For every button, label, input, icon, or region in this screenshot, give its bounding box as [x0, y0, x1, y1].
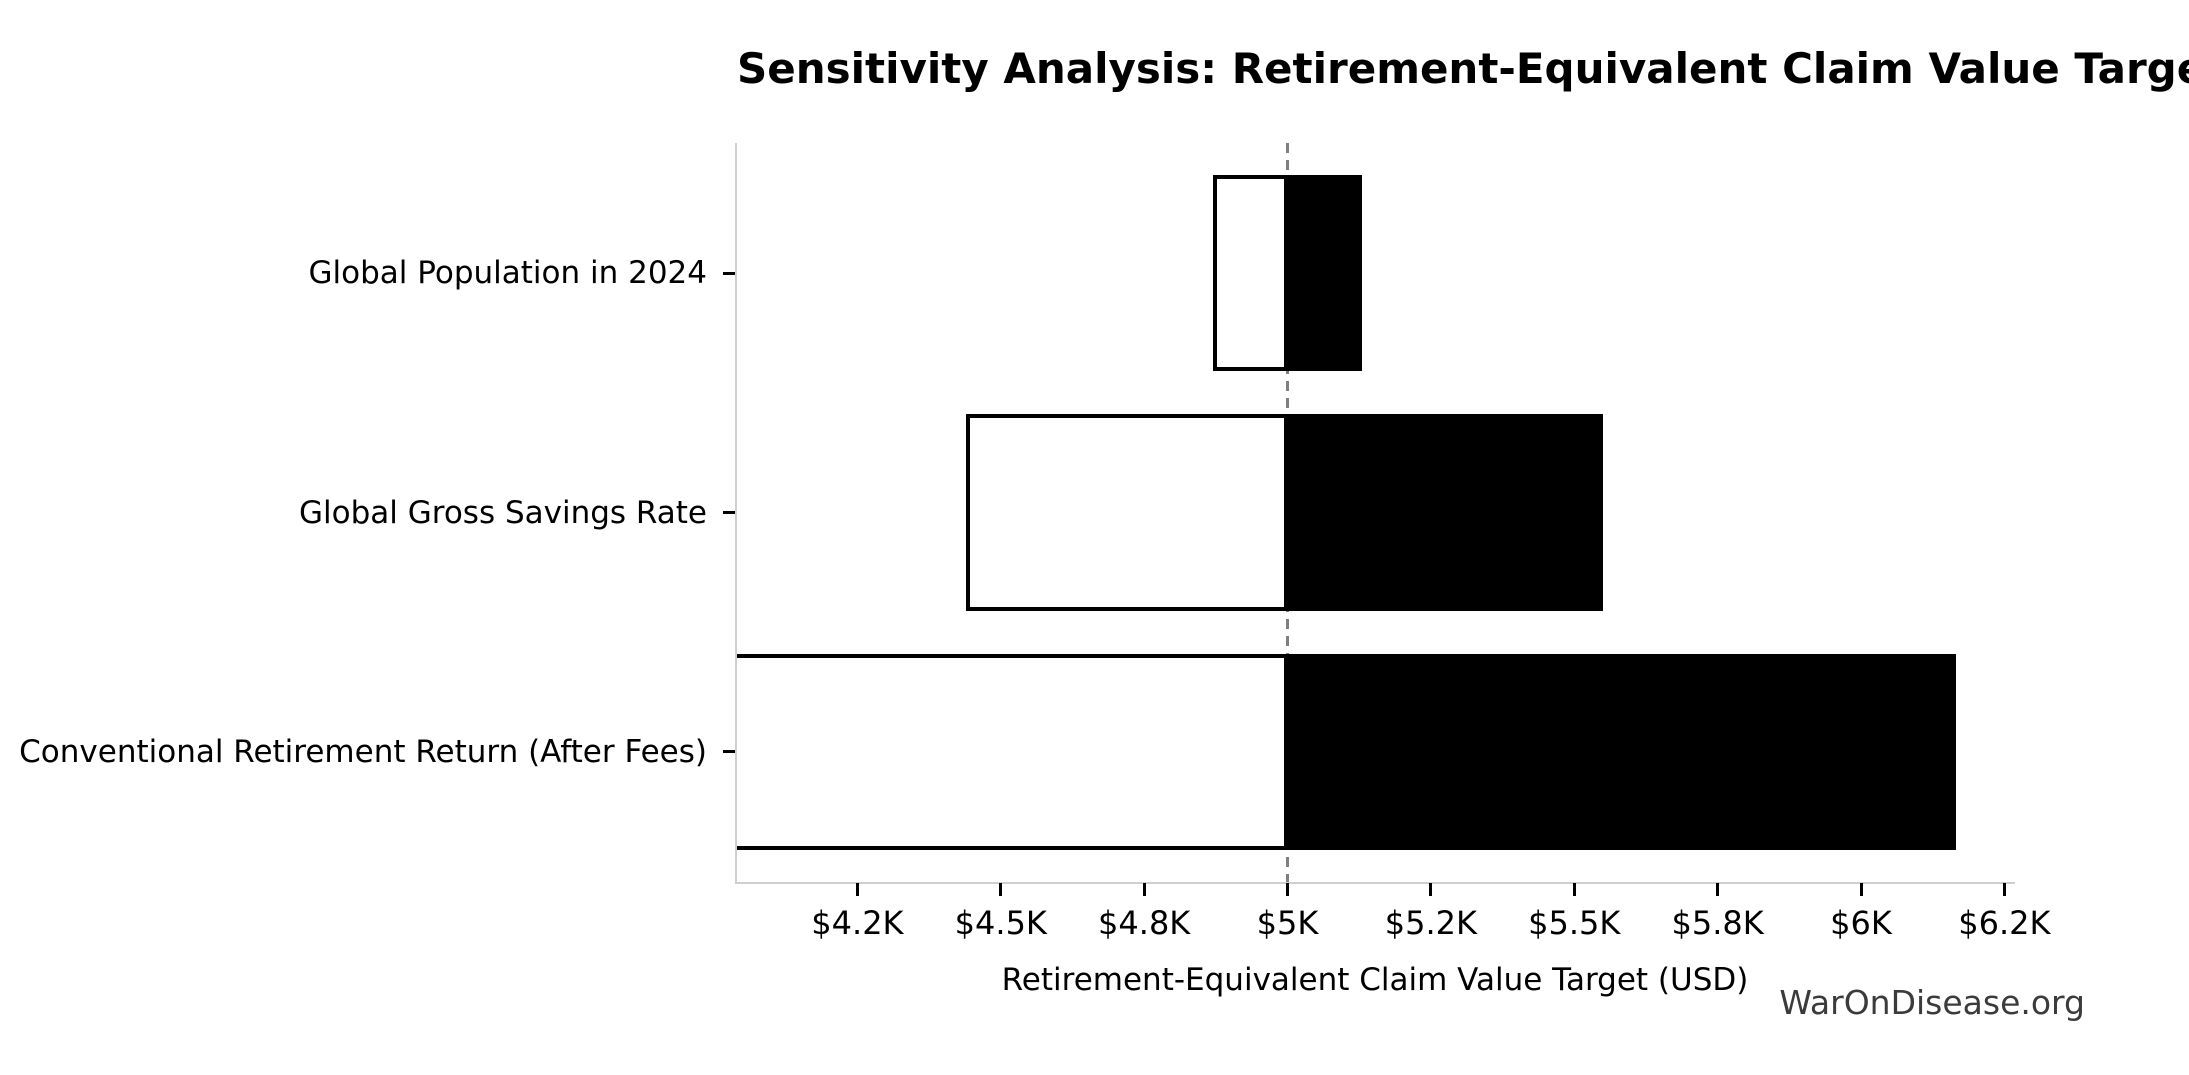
bar-high-segment [1287, 174, 1363, 372]
x-tick-label: $6.2K [1958, 904, 2051, 942]
x-axis-line [735, 882, 2015, 884]
watermark-text: WarOnDisease.org [1779, 983, 2085, 1022]
bar-high-segment [1287, 653, 1956, 851]
x-tick-label: $4.5K [954, 904, 1047, 942]
y-tick-mark [723, 750, 735, 754]
chart-title: Sensitivity Analysis: Retirement-Equival… [737, 44, 2189, 93]
x-tick-label: $5K [1256, 904, 1319, 942]
x-tick-mark [1429, 883, 1433, 896]
x-tick-label: $4.2K [811, 904, 904, 942]
x-tick-label: $5.5K [1528, 904, 1621, 942]
bar-high-segment [1287, 414, 1603, 611]
x-axis-title: Retirement-Equivalent Claim Value Target… [1001, 962, 1749, 998]
bar-low-segment [966, 414, 1288, 611]
x-tick-label: $4.8K [1098, 904, 1191, 942]
x-tick-mark [1286, 883, 1290, 896]
y-axis-category-label: Global Population in 2024 [308, 255, 707, 292]
x-tick-mark [999, 883, 1003, 896]
y-axis-line [735, 143, 737, 882]
bar-low-segment [1212, 174, 1288, 372]
x-tick-label: $5.2K [1384, 904, 1478, 942]
y-axis-category-label: Conventional Retirement Return (After Fe… [19, 733, 707, 770]
y-tick-mark [723, 271, 735, 275]
x-tick-mark [2002, 883, 2006, 896]
x-tick-mark [1142, 883, 1146, 896]
x-tick-mark [1572, 883, 1576, 896]
plot-area [735, 143, 2015, 896]
x-tick-mark [1716, 883, 1720, 896]
x-tick-mark [855, 883, 859, 896]
x-tick-mark [1859, 883, 1863, 896]
x-tick-label: $6K [1830, 904, 1892, 942]
y-axis-category-label: Global Gross Savings Rate [299, 494, 707, 531]
x-tick-label: $5.8K [1671, 904, 1764, 942]
bar-low-segment [737, 653, 1288, 851]
y-tick-mark [723, 511, 735, 514]
